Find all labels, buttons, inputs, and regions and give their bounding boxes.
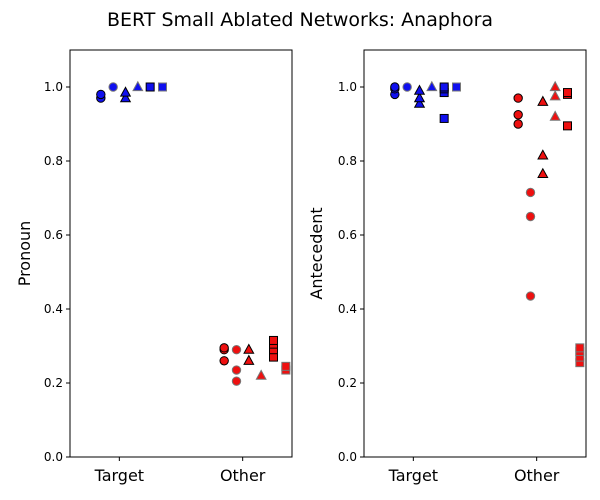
pronoun-triangle-point [243, 354, 255, 365]
antecedent-y-tick-label: 0.0 [338, 450, 357, 464]
antecedent-y-tick-label: 0.2 [338, 376, 357, 390]
antecedent-square-point [452, 82, 461, 92]
antecedent-triangle-point [426, 80, 438, 92]
antecedent-circle-point [402, 82, 412, 92]
antecedent-square-point [563, 88, 572, 98]
antecedent-triangle-point [549, 110, 561, 121]
pronoun-square-point [281, 361, 291, 371]
antecedent-circle-point [390, 82, 400, 92]
antecedent-triangle-point [413, 84, 426, 95]
antecedent-circle-point [525, 291, 536, 301]
pronoun-square-point [158, 82, 167, 92]
pronoun-triangle-point [119, 91, 132, 103]
pronoun-y-tick-label: 0.4 [44, 302, 63, 316]
pronoun-triangle-point [255, 369, 267, 380]
antecedent-y-tick-label: 1.0 [338, 80, 357, 94]
antecedent-triangle-point [537, 149, 549, 160]
antecedent-circle-point [525, 211, 536, 222]
antecedent-panel: Antecedent 0.0 0.2 0.4 0.6 0.8 1.0 Target Other [307, 49, 587, 485]
pronoun-y-tick-label: 0.2 [44, 376, 63, 390]
antecedent-triangle-point [537, 167, 549, 179]
antecedent-y-tick-label: 0.6 [338, 228, 357, 242]
pronoun-triangle-point [243, 343, 255, 354]
pronoun-square-point [269, 335, 278, 345]
antecedent-triangle-point [413, 91, 426, 103]
antecedent-plot-frame [363, 49, 587, 458]
pronoun-circle-point [219, 356, 229, 366]
pronoun-circle-point [108, 82, 118, 92]
pronoun-circle-point [96, 89, 106, 100]
pronoun-square-point [269, 352, 278, 362]
pronoun-y-tick-label: 0.6 [44, 228, 63, 242]
pronoun-circle-point [219, 343, 229, 353]
antecedent-triangle-point [537, 95, 549, 106]
pronoun-panel: Pronoun 0.0 0.2 0.4 0.6 0.8 1.0 Target Other [15, 49, 293, 485]
antecedent-square-point [439, 82, 449, 92]
antecedent-x-tick-label: Other [514, 466, 560, 485]
pronoun-square-point [145, 82, 155, 92]
antecedent-triangle-point [549, 90, 561, 101]
pronoun-triangle-point [132, 80, 144, 92]
pronoun-triangle-point [119, 86, 132, 97]
pronoun-circle-point [231, 365, 242, 375]
antecedent-circle-point [525, 187, 536, 198]
antecedent-y-axis-label: Antecedent [307, 207, 326, 299]
pronoun-y-tick-label: 0.8 [44, 154, 63, 168]
pronoun-circle-point [231, 345, 242, 355]
antecedent-circle-point [513, 110, 523, 120]
antecedent-circle-point [513, 119, 523, 129]
antecedent-square-point [575, 343, 585, 353]
pronoun-y-axis-label: Pronoun [15, 221, 34, 287]
pronoun-x-tick-label: Other [220, 466, 266, 485]
antecedent-y-tick-label: 0.4 [338, 302, 357, 316]
pronoun-y-tick-label: 0.0 [44, 450, 63, 464]
antecedent-y-tick-label: 0.8 [338, 154, 357, 168]
antecedent-triangle-point [413, 97, 426, 108]
antecedent-square-point [563, 121, 572, 131]
pronoun-plot-frame [69, 49, 293, 458]
pronoun-x-tick-label: Target [94, 466, 145, 485]
pronoun-y-tick-label: 1.0 [44, 80, 63, 94]
antecedent-triangle-point [549, 80, 561, 92]
pronoun-circle-point [231, 376, 242, 386]
antecedent-circle-point [513, 93, 523, 103]
figure-title: BERT Small Ablated Networks: Anaphora [107, 9, 493, 31]
antecedent-x-tick-label: Target [388, 466, 439, 485]
antecedent-square-point [439, 113, 449, 123]
